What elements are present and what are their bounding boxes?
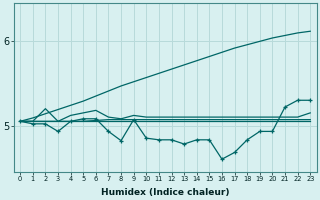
X-axis label: Humidex (Indice chaleur): Humidex (Indice chaleur) <box>101 188 229 197</box>
